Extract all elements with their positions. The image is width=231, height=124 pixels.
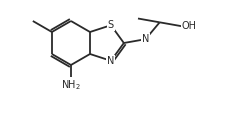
Text: N: N [107, 56, 115, 66]
Text: N: N [142, 34, 149, 44]
Text: S: S [108, 20, 114, 30]
Text: NH$_2$: NH$_2$ [61, 78, 81, 92]
Text: OH: OH [181, 21, 196, 31]
